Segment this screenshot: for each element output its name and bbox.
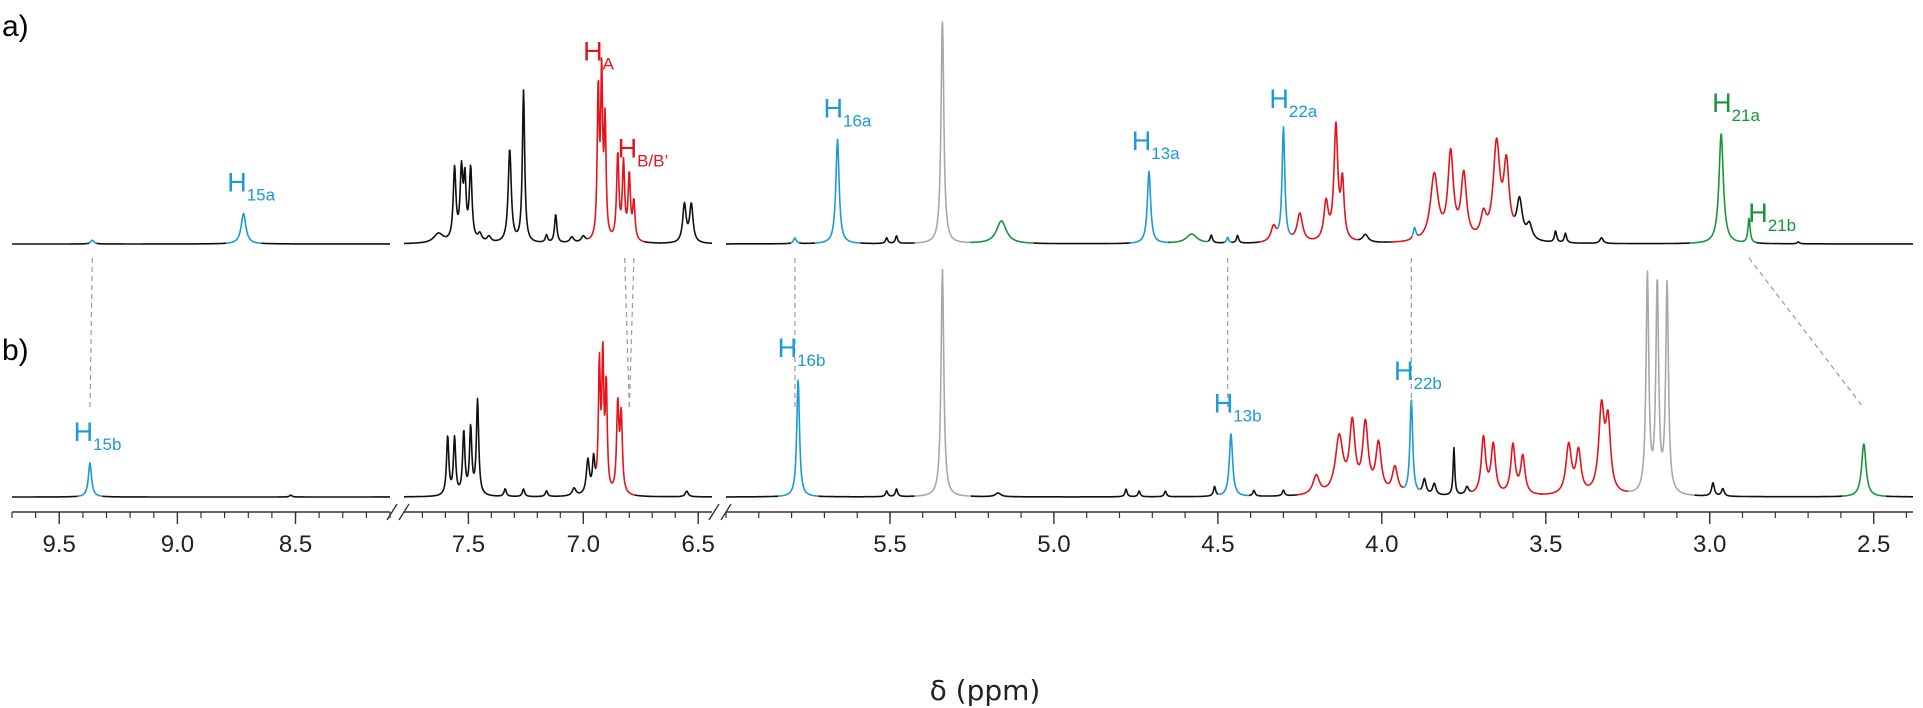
spectrum-trace-black <box>1231 234 1260 244</box>
spectrum-trace-blue <box>1411 226 1418 237</box>
spectrum-trace-red <box>1296 416 1404 496</box>
spectrum-trace-blue <box>1217 433 1250 497</box>
spectrum-trace-black <box>261 242 391 245</box>
spectrum-trace-grey <box>914 21 971 244</box>
spectrum-trace-blue <box>1403 399 1421 491</box>
peak-label-21b: H21b <box>1748 198 1796 235</box>
axis-break-mark <box>386 503 398 521</box>
tick-label: 3.5 <box>1529 531 1562 558</box>
spectrum-trace-black <box>403 89 588 245</box>
spectrum-trace-black <box>11 495 78 498</box>
peak-label-16b: H16b <box>778 333 826 370</box>
x-axis-label: δ (ppm) <box>930 674 1041 707</box>
peak-labels: H15a HA HB/B’ H16a H13a H22a H21a H21b H15b H16b H… <box>74 37 1796 454</box>
correlation-line <box>89 257 93 409</box>
spectrum-trace-black <box>725 242 792 245</box>
spectrum-trace-red <box>1291 121 1359 241</box>
spectrum-trace-black <box>1033 242 1131 245</box>
spectrum-trace-black <box>102 494 391 498</box>
tick-label: 6.5 <box>682 531 715 558</box>
correlation-line <box>628 257 635 409</box>
peak-label-21a: H21a <box>1712 88 1760 125</box>
spectrum-trace-red <box>1416 137 1515 236</box>
spectrum-trace-red <box>595 340 636 496</box>
tick-label: 5.5 <box>873 531 906 558</box>
tick-label: 2.5 <box>1857 531 1890 558</box>
spectrum-trace-blue <box>790 237 800 244</box>
peak-label-22b: H22b <box>1394 356 1442 393</box>
spectrum-trace-green <box>970 220 1034 244</box>
peak-label-15b: H15b <box>74 417 122 454</box>
tick-label: 7.5 <box>452 531 485 558</box>
spectrum-trace-grey <box>914 268 972 497</box>
spectrum-trace-black <box>1513 195 1691 245</box>
tick-label: 4.5 <box>1201 531 1234 558</box>
tick-label: 9.0 <box>161 531 194 558</box>
tick-label: 8.5 <box>279 531 312 558</box>
correlation-lines <box>89 257 1865 409</box>
peak-label-13b: H13b <box>1214 388 1262 425</box>
spectrum-trace-blue <box>225 212 262 244</box>
spectrum-trace-grey <box>1627 270 1695 496</box>
spectrum-trace-black <box>1885 495 1914 498</box>
spectrum-trace-red <box>1470 434 1542 495</box>
peak-label-bb: HB/B’ <box>618 133 669 170</box>
spectrum-trace-black <box>11 242 90 245</box>
spectrum-trace-black <box>818 488 915 498</box>
spectrum-trace-black <box>860 235 915 245</box>
spectrum-trace-black <box>1420 446 1471 496</box>
spectrum-trace-black <box>403 397 597 498</box>
peak-label-15a: H15a <box>227 168 275 205</box>
spectrum-trace-black <box>1756 241 1914 245</box>
tick-label: 3.0 <box>1693 531 1726 558</box>
axis-break-mark <box>708 503 720 521</box>
tick-label: 5.0 <box>1037 531 1070 558</box>
spectrum-trace-blue <box>88 239 97 245</box>
panel-label-b: b) <box>2 334 29 367</box>
spectrum-b <box>11 268 1914 498</box>
spectrum-trace-black <box>970 485 1219 498</box>
spectrum-trace-blue <box>1224 236 1232 243</box>
spectrum-trace-blue <box>814 138 861 244</box>
spectrum-trace-red <box>1391 236 1413 243</box>
correlation-line <box>1748 257 1865 409</box>
spectrum-trace-blue <box>777 379 819 497</box>
spectrum-trace-red <box>587 57 645 243</box>
spectrum-a <box>11 21 1914 245</box>
spectra-layer <box>11 21 1914 498</box>
spectrum-trace-green <box>1689 133 1757 244</box>
spectrum-trace-red <box>1542 399 1629 495</box>
spectrum-trace-black <box>1357 233 1393 243</box>
spectrum-trace-black <box>643 201 713 244</box>
spectrum-trace-black <box>1248 489 1298 497</box>
spectrum-trace-red <box>1259 223 1278 243</box>
spectrum-trace-blue <box>1276 126 1293 236</box>
spectrum-trace-green <box>1169 233 1209 244</box>
peak-label-a: HA <box>583 37 615 74</box>
peak-label-13a: H13a <box>1132 126 1180 163</box>
x-axis: 9.5 9.0 8.5 7.5 7.0 6.5 5.5 5.0 4.5 4.0 3.5 3.0 2.5 <box>11 503 1913 558</box>
axis-break-mark <box>720 503 732 521</box>
spectrum-trace-black <box>1694 481 1843 498</box>
correlation-line <box>624 257 630 409</box>
peak-label-16a: H16a <box>824 94 872 131</box>
spectrum-trace-blue <box>1129 170 1169 244</box>
axis-break-mark <box>398 503 410 521</box>
panel-label-a: a) <box>2 10 29 43</box>
tick-label: 7.0 <box>567 531 600 558</box>
spectrum-trace-black <box>725 495 779 498</box>
spectrum-trace-black <box>634 490 713 498</box>
spectrum-trace-black <box>1208 234 1225 244</box>
peak-label-22a: H22a <box>1269 84 1317 121</box>
tick-label: 9.5 <box>43 531 76 558</box>
tick-label: 4.0 <box>1365 531 1398 558</box>
spectrum-trace-black <box>96 242 227 245</box>
spectrum-trace-green <box>1842 443 1887 497</box>
spectrum-trace-blue <box>77 461 103 498</box>
